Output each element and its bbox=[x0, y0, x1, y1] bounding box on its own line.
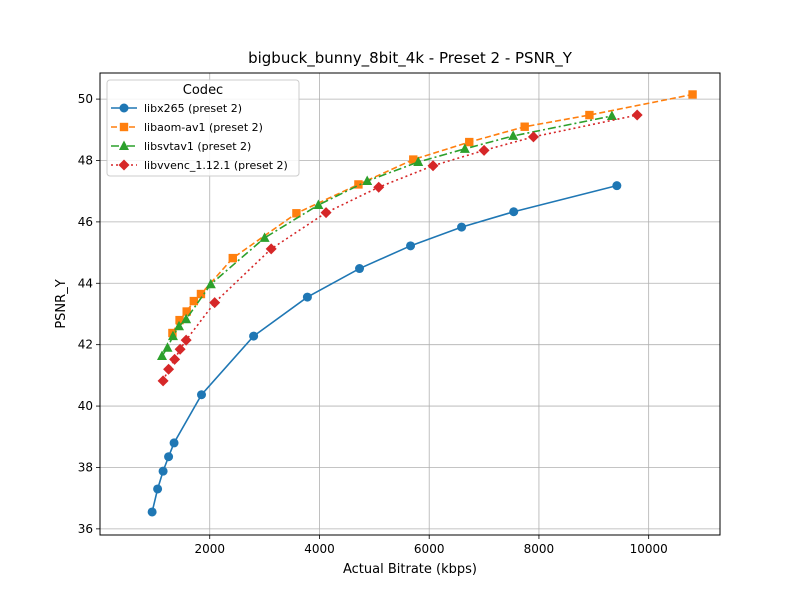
data-point bbox=[209, 297, 221, 309]
plot-frame bbox=[99, 72, 721, 536]
legend-items: libx265 (preset 2) libaom-av1 (preset 2) l… bbox=[111, 102, 288, 172]
data-point bbox=[180, 334, 192, 346]
legend-label: libaom-av1 (preset 2) bbox=[144, 121, 263, 134]
legend-title: Codec bbox=[183, 83, 223, 98]
data-point bbox=[174, 320, 185, 331]
data-point bbox=[189, 296, 199, 306]
data-point bbox=[406, 241, 416, 251]
data-point bbox=[457, 222, 467, 232]
legend-item: libaom-av1 (preset 2) bbox=[111, 121, 263, 134]
data-point bbox=[427, 160, 439, 172]
legend-item: libsvtav1 (preset 2) bbox=[111, 140, 251, 153]
legend-marker bbox=[118, 159, 130, 171]
y-tick-label: 36 bbox=[78, 522, 93, 536]
data-point bbox=[174, 343, 186, 355]
x-tick-label: 2000 bbox=[194, 542, 225, 556]
legend-marker bbox=[119, 103, 129, 113]
data-point bbox=[163, 363, 175, 375]
series-layer bbox=[147, 90, 697, 517]
data-point bbox=[169, 353, 181, 365]
data-point bbox=[520, 122, 529, 131]
y-tick-label: 48 bbox=[78, 153, 93, 167]
data-point bbox=[167, 330, 178, 341]
legend: Codec libx265 (preset 2) libaom-av1 (pres… bbox=[106, 79, 300, 177]
y-tick-label: 46 bbox=[78, 215, 93, 229]
x-tick-label: 4000 bbox=[304, 542, 335, 556]
data-point bbox=[175, 315, 184, 325]
data-point bbox=[147, 507, 157, 517]
data-point bbox=[320, 207, 332, 219]
data-point bbox=[153, 484, 163, 494]
ticks: 2000 4000 6000 8000 10000 36 38 40 42 44 46 48 50 bbox=[78, 92, 668, 556]
legend-label: libsvtav1 (preset 2) bbox=[144, 140, 251, 153]
data-point bbox=[259, 232, 270, 242]
x-tick-label: 10000 bbox=[630, 542, 668, 556]
data-point bbox=[162, 342, 173, 352]
y-tick-label: 38 bbox=[78, 460, 93, 474]
chart-title: bigbuck_bunny_8bit_4k - Preset 2 - PSNR_… bbox=[248, 49, 573, 68]
legend-item: libx265 (preset 2) bbox=[111, 102, 242, 115]
data-point bbox=[527, 131, 539, 143]
data-point bbox=[197, 390, 207, 400]
legend-item: libvvenc_1.12.1 (preset 2) bbox=[111, 159, 288, 172]
series-4 bbox=[157, 109, 643, 387]
legend-label: libvvenc_1.12.1 (preset 2) bbox=[144, 159, 288, 172]
data-point bbox=[612, 181, 622, 191]
series-1 bbox=[147, 181, 622, 517]
legend-label: libx265 (preset 2) bbox=[144, 102, 242, 115]
data-point bbox=[606, 110, 617, 120]
data-point bbox=[302, 292, 312, 302]
data-point bbox=[508, 130, 519, 140]
x-tick-label: 8000 bbox=[524, 542, 555, 556]
data-point bbox=[688, 90, 697, 99]
y-tick-label: 44 bbox=[78, 276, 93, 290]
y-tick-label: 42 bbox=[78, 338, 93, 352]
legend-marker bbox=[119, 122, 129, 132]
x-tick-label: 6000 bbox=[414, 542, 445, 556]
data-point bbox=[631, 109, 643, 121]
series-3 bbox=[157, 110, 617, 361]
data-point bbox=[249, 331, 259, 341]
grid bbox=[100, 73, 720, 535]
data-point bbox=[164, 452, 174, 462]
data-point bbox=[205, 278, 216, 289]
legend-marker bbox=[119, 140, 129, 150]
data-point bbox=[362, 175, 373, 186]
data-point bbox=[409, 155, 418, 164]
data-point bbox=[157, 350, 167, 361]
y-tick-label: 40 bbox=[78, 399, 93, 413]
data-point bbox=[169, 438, 179, 448]
data-point bbox=[228, 253, 237, 263]
data-point bbox=[465, 137, 474, 147]
data-point bbox=[354, 180, 363, 189]
data-point bbox=[413, 156, 424, 167]
x-axis-title: Actual Bitrate (kbps) bbox=[343, 562, 477, 577]
legend-box bbox=[106, 79, 300, 177]
data-point bbox=[182, 307, 191, 316]
data-point bbox=[459, 143, 470, 153]
data-point bbox=[181, 313, 192, 324]
data-point bbox=[509, 207, 519, 217]
y-axis-title: PSNR_Y bbox=[54, 279, 69, 328]
data-point bbox=[313, 199, 324, 209]
data-point bbox=[373, 181, 385, 193]
data-point bbox=[158, 466, 168, 476]
y-tick-label: 50 bbox=[78, 92, 93, 106]
data-point bbox=[585, 110, 594, 120]
data-point bbox=[292, 209, 301, 218]
data-point bbox=[265, 243, 277, 255]
data-point bbox=[355, 264, 365, 274]
data-point bbox=[196, 289, 206, 299]
data-point bbox=[157, 375, 169, 387]
data-point bbox=[478, 144, 490, 156]
